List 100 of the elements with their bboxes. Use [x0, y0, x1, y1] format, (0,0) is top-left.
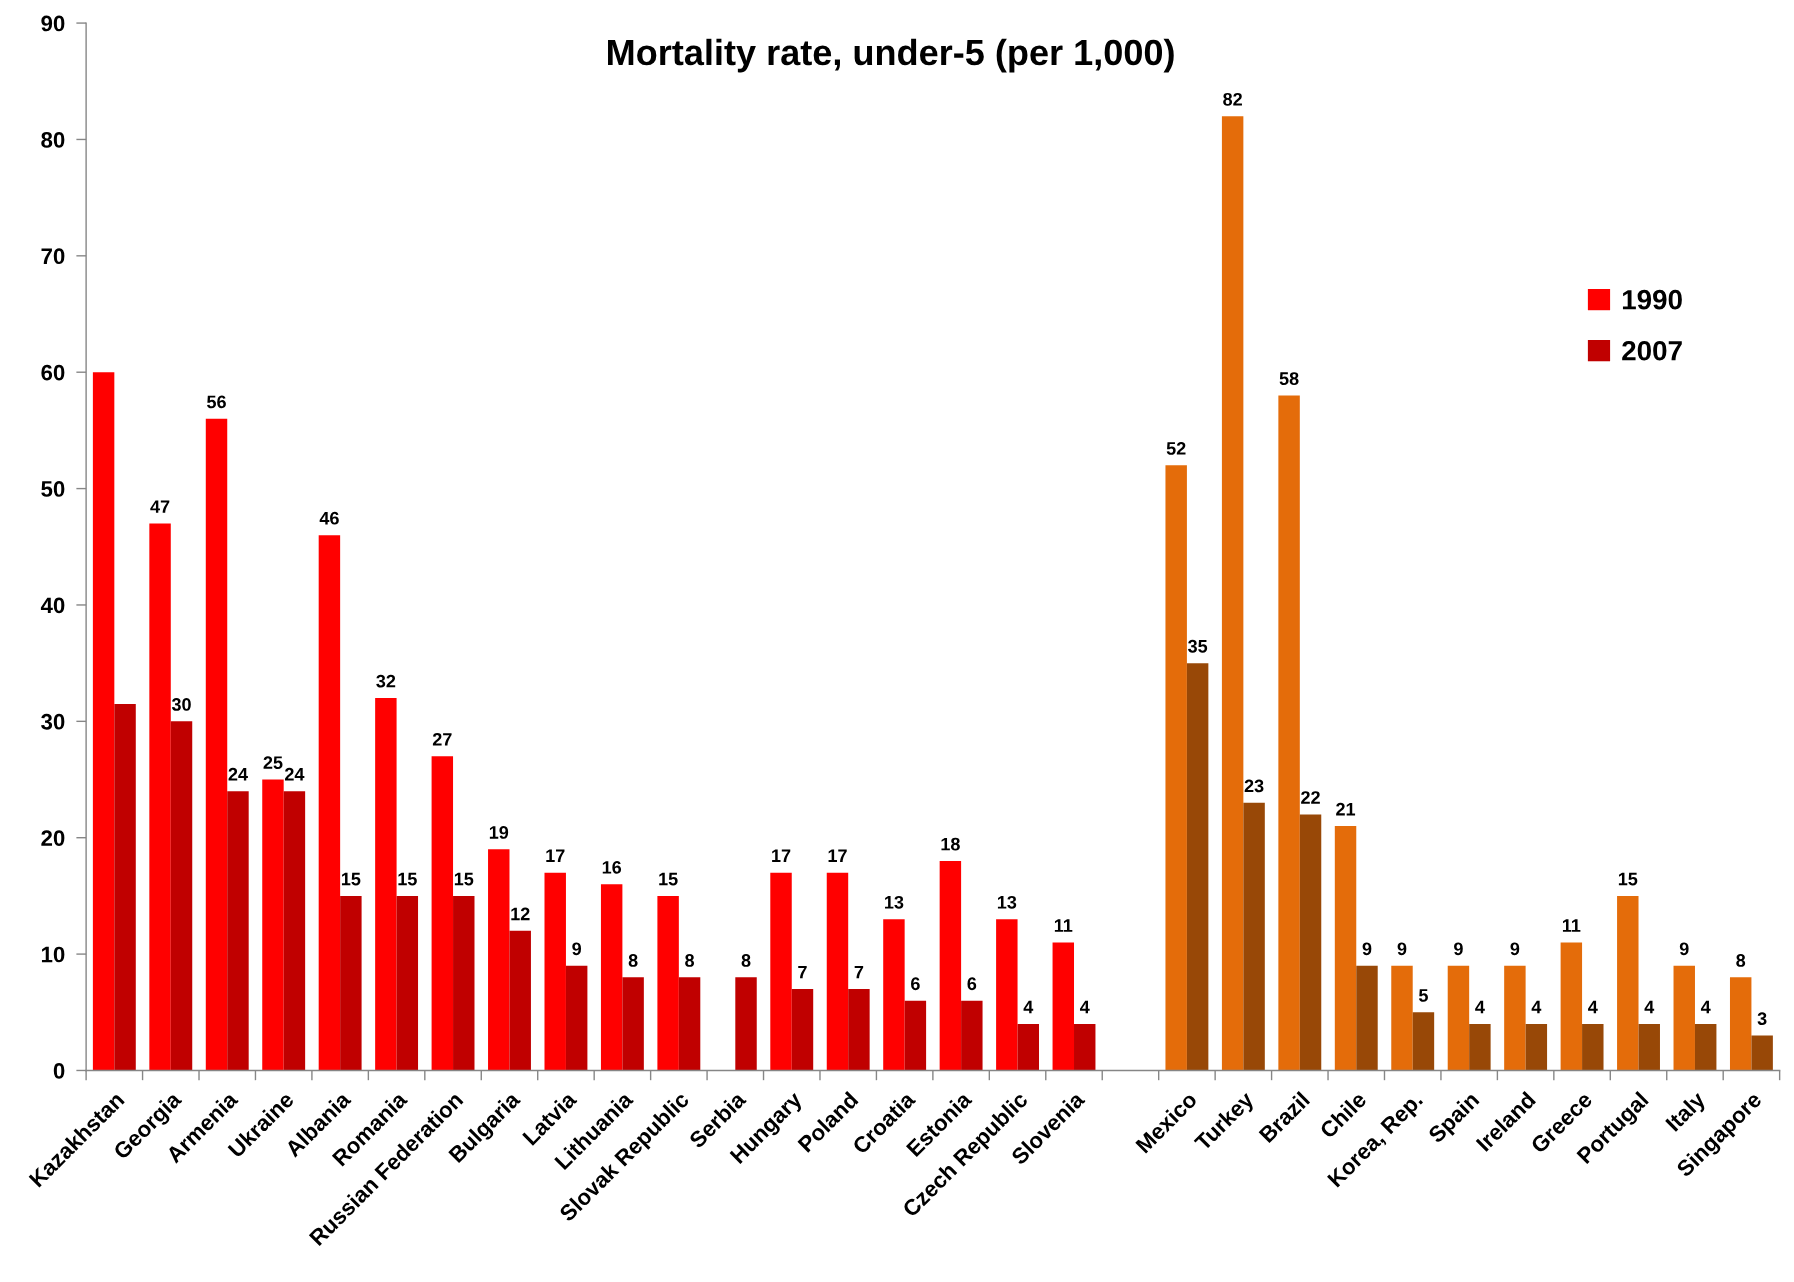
bar [1221, 116, 1244, 1071]
bar [1186, 663, 1209, 1071]
bar [996, 919, 1018, 1071]
data-label: 27 [432, 732, 452, 746]
bar [1334, 826, 1357, 1071]
legend-label: 2007 [1622, 340, 1682, 361]
y-tick-label: 90 [41, 15, 65, 32]
bar [1017, 1023, 1040, 1071]
data-label: 4 [1588, 1000, 1598, 1014]
bar [149, 523, 171, 1071]
bar [961, 1000, 983, 1071]
bar [375, 698, 397, 1071]
bar [1751, 1035, 1773, 1071]
data-label: 11 [1562, 919, 1581, 932]
bar [1525, 1023, 1548, 1071]
data-label: 17 [546, 849, 565, 862]
bar [1243, 802, 1265, 1071]
bar [509, 930, 531, 1071]
data-label: 18 [941, 837, 960, 851]
bar [939, 860, 962, 1071]
y-tick-label: 70 [41, 248, 65, 265]
data-label: 6 [911, 977, 920, 991]
bar [1447, 965, 1470, 1071]
bar [227, 791, 249, 1071]
data-label: 24 [228, 767, 248, 781]
data-label: 16 [602, 860, 622, 874]
bar [396, 895, 419, 1071]
bar [92, 372, 115, 1071]
bar [1165, 465, 1187, 1071]
data-label: 9 [1454, 942, 1463, 956]
data-label: 15 [1618, 872, 1638, 886]
data-label: 24 [285, 767, 305, 781]
data-label: 7 [798, 965, 807, 979]
bar [453, 895, 475, 1071]
data-label: 46 [319, 511, 339, 525]
data-label: 12 [511, 907, 530, 921]
bar [883, 919, 905, 1071]
bar [678, 977, 701, 1071]
bar [318, 535, 341, 1071]
data-label: 6 [967, 977, 977, 991]
bar [1560, 942, 1583, 1071]
data-label: 15 [398, 872, 417, 886]
bar [1469, 1023, 1491, 1071]
y-tick-label: 30 [41, 713, 65, 730]
data-label: 15 [341, 872, 361, 886]
data-label: 4 [1079, 1000, 1090, 1014]
bar [791, 989, 814, 1071]
data-label: 4 [1475, 1000, 1485, 1014]
y-tick-label: 60 [41, 364, 65, 381]
bar [1391, 965, 1413, 1071]
y-tick-label: 50 [41, 481, 65, 497]
bar [1299, 814, 1322, 1071]
y-tick-label: 20 [41, 830, 65, 846]
data-label: 15 [454, 872, 474, 886]
data-label: 11 [1054, 919, 1073, 932]
bar [1504, 965, 1526, 1071]
bar [735, 977, 757, 1071]
data-label: 22 [1301, 791, 1320, 804]
data-label: 17 [828, 849, 847, 862]
bar [114, 703, 136, 1071]
data-label: 56 [207, 395, 226, 409]
bar [1052, 942, 1075, 1071]
data-label: 4 [1023, 1000, 1034, 1014]
data-label: 9 [1679, 942, 1689, 956]
bar [205, 418, 228, 1071]
bar [600, 884, 623, 1071]
bar [1278, 395, 1300, 1071]
data-label: 17 [772, 849, 791, 862]
bar [170, 721, 193, 1071]
data-label: 35 [1188, 639, 1208, 653]
bar [1729, 977, 1752, 1071]
data-label: 5 [1418, 989, 1428, 1002]
data-label: 8 [1736, 954, 1746, 967]
data-label: 9 [1510, 942, 1520, 956]
y-tick-label: 0 [53, 1063, 65, 1079]
data-label: 21 [1336, 802, 1356, 816]
data-label: 47 [150, 500, 170, 513]
bar [1638, 1023, 1660, 1071]
data-label: 9 [1362, 942, 1372, 956]
bar [1582, 1023, 1604, 1071]
data-label: 9 [1397, 942, 1407, 956]
bar [1673, 965, 1695, 1071]
bar [826, 872, 849, 1071]
data-label: 4 [1531, 1000, 1542, 1014]
bar [1694, 1023, 1717, 1071]
data-label: 7 [854, 965, 864, 979]
legend-label: 1990 [1622, 289, 1682, 310]
bar [1356, 965, 1378, 1071]
data-label: 32 [376, 674, 396, 688]
data-label: 8 [685, 954, 695, 967]
bar [770, 872, 792, 1071]
data-label: 25 [263, 756, 283, 770]
data-label: 15 [659, 872, 678, 886]
bar [262, 779, 284, 1071]
data-label: 19 [489, 826, 509, 839]
data-label: 4 [1644, 1000, 1655, 1014]
bar [1617, 895, 1639, 1071]
data-label: 52 [1166, 442, 1186, 455]
y-tick-label: 80 [41, 131, 65, 148]
data-label: 58 [1279, 372, 1299, 385]
